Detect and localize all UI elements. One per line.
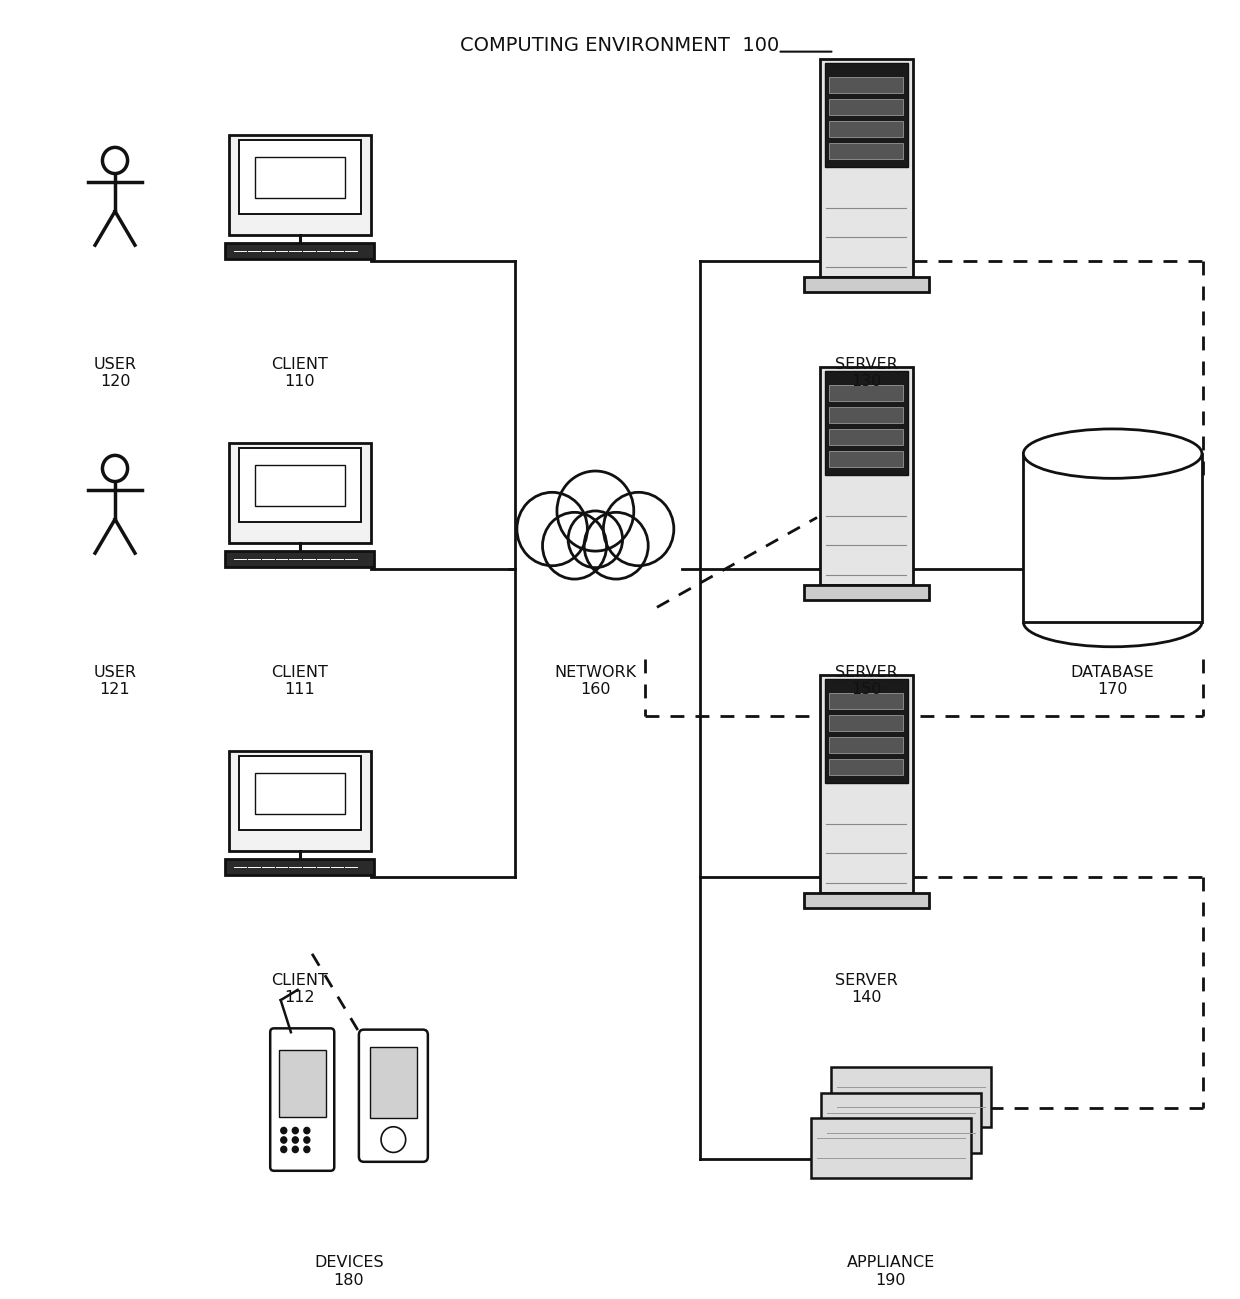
- FancyBboxPatch shape: [825, 370, 908, 475]
- Text: SERVER
140: SERVER 140: [835, 973, 898, 1005]
- FancyBboxPatch shape: [828, 451, 903, 466]
- Text: SERVER
150: SERVER 150: [835, 665, 898, 698]
- Circle shape: [291, 1146, 299, 1154]
- Text: CLIENT
111: CLIENT 111: [272, 665, 329, 698]
- FancyBboxPatch shape: [828, 694, 903, 709]
- FancyBboxPatch shape: [828, 407, 903, 423]
- Text: CLIENT
110: CLIENT 110: [272, 357, 329, 390]
- Circle shape: [517, 492, 588, 566]
- FancyBboxPatch shape: [239, 140, 361, 214]
- FancyBboxPatch shape: [226, 243, 374, 260]
- FancyBboxPatch shape: [370, 1047, 417, 1117]
- Text: SERVER
130: SERVER 130: [835, 357, 898, 390]
- FancyBboxPatch shape: [226, 551, 374, 568]
- FancyBboxPatch shape: [254, 465, 345, 505]
- FancyBboxPatch shape: [804, 892, 929, 908]
- Circle shape: [291, 1126, 299, 1134]
- FancyBboxPatch shape: [828, 714, 903, 731]
- FancyBboxPatch shape: [820, 58, 913, 277]
- FancyBboxPatch shape: [828, 143, 903, 158]
- FancyBboxPatch shape: [804, 277, 929, 292]
- Circle shape: [557, 472, 634, 551]
- Circle shape: [604, 492, 673, 566]
- FancyBboxPatch shape: [828, 385, 903, 401]
- Text: USER
121: USER 121: [93, 665, 136, 698]
- FancyBboxPatch shape: [828, 121, 903, 136]
- Text: CLIENT
112: CLIENT 112: [272, 973, 329, 1005]
- Circle shape: [280, 1137, 288, 1144]
- FancyBboxPatch shape: [254, 773, 345, 813]
- FancyBboxPatch shape: [1023, 453, 1202, 622]
- FancyBboxPatch shape: [820, 366, 913, 585]
- Circle shape: [303, 1137, 310, 1144]
- FancyBboxPatch shape: [270, 1029, 335, 1170]
- FancyBboxPatch shape: [820, 674, 913, 892]
- FancyBboxPatch shape: [828, 99, 903, 116]
- FancyBboxPatch shape: [226, 860, 374, 876]
- FancyBboxPatch shape: [229, 135, 371, 235]
- FancyBboxPatch shape: [828, 429, 903, 444]
- Text: USER
120: USER 120: [93, 357, 136, 390]
- FancyBboxPatch shape: [279, 1050, 326, 1117]
- FancyBboxPatch shape: [229, 751, 371, 851]
- FancyBboxPatch shape: [825, 62, 908, 168]
- Circle shape: [543, 512, 606, 579]
- Circle shape: [303, 1126, 310, 1134]
- Text: NETWORK
160: NETWORK 160: [554, 665, 636, 698]
- Text: COMPUTING ENVIRONMENT  100: COMPUTING ENVIRONMENT 100: [460, 36, 780, 56]
- FancyBboxPatch shape: [828, 737, 903, 753]
- Ellipse shape: [1023, 429, 1202, 478]
- FancyBboxPatch shape: [239, 756, 361, 830]
- Circle shape: [291, 1137, 299, 1144]
- FancyBboxPatch shape: [358, 1030, 428, 1161]
- Circle shape: [568, 511, 622, 568]
- Text: DEVICES
180: DEVICES 180: [314, 1255, 384, 1287]
- Text: DATABASE
170: DATABASE 170: [1071, 665, 1154, 698]
- FancyBboxPatch shape: [828, 77, 903, 94]
- FancyBboxPatch shape: [229, 443, 371, 543]
- Circle shape: [280, 1126, 288, 1134]
- Text: APPLIANCE
190: APPLIANCE 190: [847, 1255, 935, 1287]
- FancyBboxPatch shape: [828, 759, 903, 774]
- FancyBboxPatch shape: [239, 448, 361, 522]
- FancyBboxPatch shape: [811, 1118, 971, 1178]
- FancyBboxPatch shape: [804, 585, 929, 600]
- Circle shape: [584, 512, 649, 579]
- Circle shape: [303, 1146, 310, 1154]
- FancyBboxPatch shape: [254, 157, 345, 197]
- FancyBboxPatch shape: [831, 1066, 991, 1128]
- FancyBboxPatch shape: [821, 1092, 981, 1152]
- FancyBboxPatch shape: [825, 678, 908, 783]
- Circle shape: [280, 1146, 288, 1154]
